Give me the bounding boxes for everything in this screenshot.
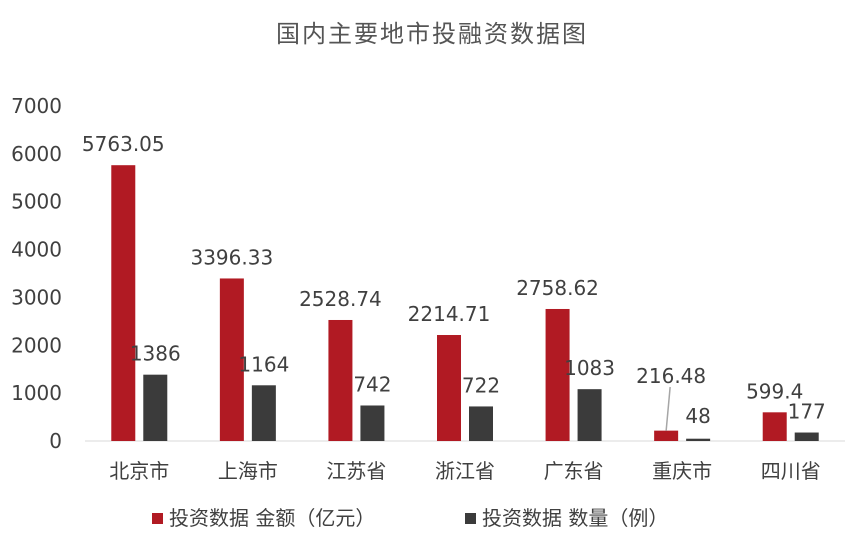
legend-label: 投资数据 金额（亿元） [169, 506, 375, 530]
data-label-amount: 5763.05 [82, 132, 165, 156]
y-tick-label: 2000 [11, 333, 62, 357]
y-tick-label: 0 [49, 429, 62, 453]
x-tick-label: 四川省 [761, 459, 821, 483]
bar-amount [654, 430, 679, 441]
bar-count [251, 385, 276, 441]
bar-amount [328, 319, 353, 441]
data-label-count: 48 [685, 404, 710, 428]
data-label-amount: 216.48 [636, 364, 706, 388]
x-axis: 北京市 上海市 江苏省 浙江省 广东省 重庆市 四川省 [109, 459, 820, 483]
data-label-amount: 2528.74 [299, 287, 382, 311]
bar-count [794, 432, 819, 441]
bar-amount [762, 412, 787, 441]
data-label-count: 1386 [130, 342, 181, 366]
data-label-amount: 3396.33 [190, 245, 273, 269]
bar-count [143, 374, 168, 441]
x-tick-label: 重庆市 [652, 459, 712, 483]
data-label-count: 177 [788, 400, 826, 424]
data-label-count: 742 [353, 372, 391, 396]
y-tick-label: 5000 [11, 190, 62, 214]
legend-swatch [152, 513, 163, 524]
data-label-count: 1164 [238, 352, 289, 376]
y-tick-label: 3000 [11, 285, 62, 309]
legend-label: 投资数据 数量（例） [482, 506, 668, 530]
data-labels-group: 5763.05 1386 3396.33 1164 2528.74 742 2214.71 7… [82, 132, 826, 431]
data-label-amount: 2214.71 [408, 302, 491, 326]
x-tick-label: 上海市 [218, 459, 278, 483]
bar-count [577, 389, 602, 441]
bar-amount [437, 335, 461, 441]
legend-swatch [465, 513, 476, 524]
y-tick-label: 1000 [11, 381, 62, 405]
bar-count [469, 406, 493, 441]
bar-amount [111, 165, 136, 441]
leader-line [665, 386, 671, 431]
bars-group [111, 165, 819, 441]
data-label-count: 1083 [564, 356, 615, 380]
chart-title: 国内主要地市投融资数据图 [276, 20, 588, 48]
bar-amount [545, 308, 570, 441]
x-tick-label: 江苏省 [326, 459, 386, 483]
y-axis: 0 1000 2000 3000 4000 5000 6000 7000 [11, 94, 62, 453]
bar-amount [219, 278, 244, 441]
y-tick-label: 4000 [11, 238, 62, 262]
data-label-amount: 2758.62 [516, 276, 599, 300]
data-label-count: 722 [462, 373, 500, 397]
x-tick-label: 广东省 [544, 459, 604, 483]
y-tick-label: 7000 [11, 94, 62, 118]
bar-count [686, 438, 711, 441]
data-label-amount: 599.4 [746, 379, 803, 403]
y-tick-label: 6000 [11, 142, 62, 166]
x-tick-label: 浙江省 [435, 459, 495, 483]
bar-count [360, 405, 385, 441]
x-tick-label: 北京市 [109, 459, 169, 483]
legend: 投资数据 金额（亿元） 投资数据 数量（例） [152, 506, 668, 530]
